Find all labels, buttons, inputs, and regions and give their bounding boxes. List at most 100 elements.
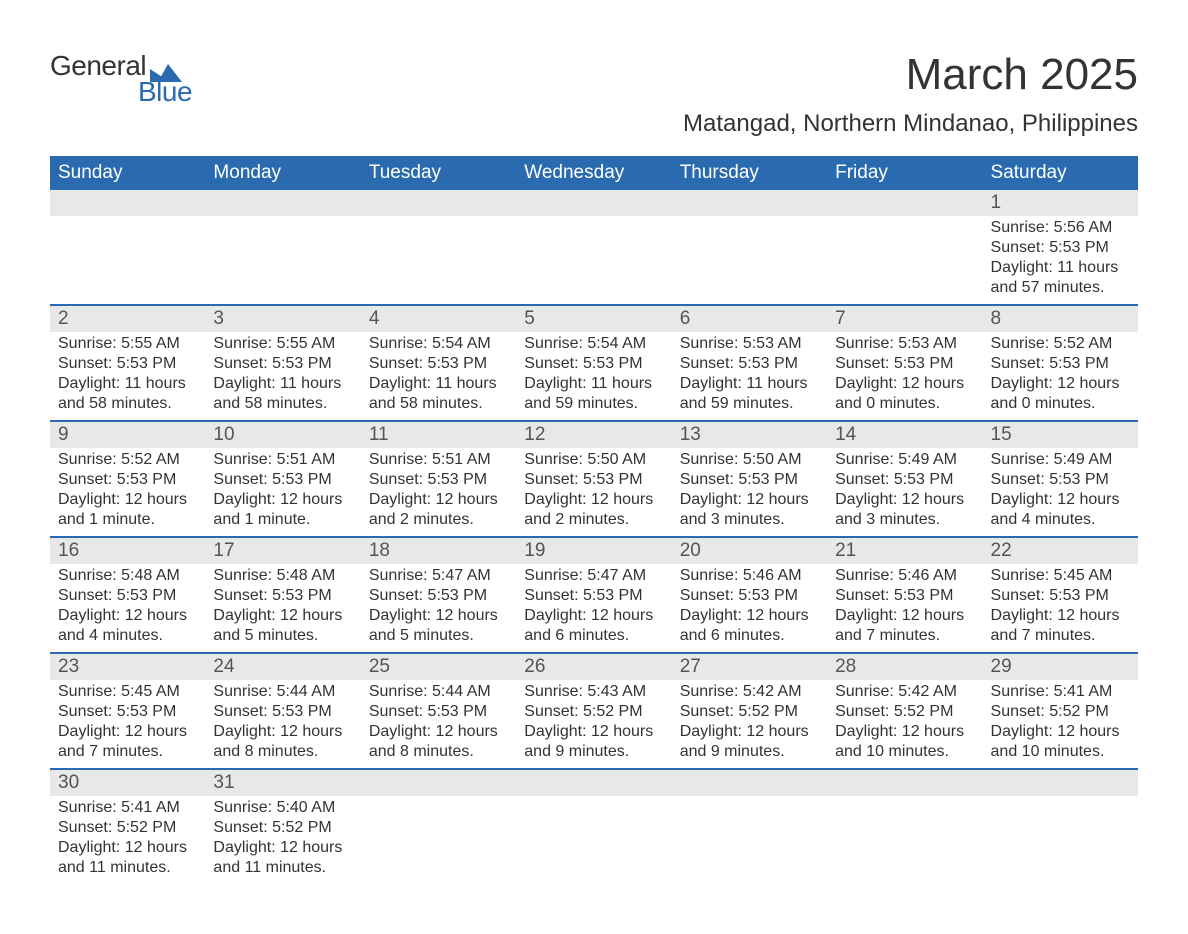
daylight-line: Daylight: 12 hours and 4 minutes. <box>58 606 197 646</box>
sunrise-line: Sunrise: 5:51 AM <box>369 450 508 470</box>
day-details: Sunrise: 5:40 AMSunset: 5:52 PMDaylight:… <box>205 796 360 884</box>
daylight-line: Daylight: 12 hours and 3 minutes. <box>835 490 974 530</box>
sunrise-line: Sunrise: 5:41 AM <box>58 798 197 818</box>
sunset-line: Sunset: 5:53 PM <box>213 586 352 606</box>
daylight-line: Daylight: 12 hours and 11 minutes. <box>213 838 352 878</box>
sunset-line: Sunset: 5:53 PM <box>369 470 508 490</box>
empty-day-body <box>516 216 671 294</box>
calendar-day-cell: 17Sunrise: 5:48 AMSunset: 5:53 PMDayligh… <box>205 537 360 653</box>
empty-day-body <box>827 216 982 294</box>
day-number: 21 <box>827 538 982 564</box>
weekday-header: Tuesday <box>361 156 516 190</box>
calendar-row: 30Sunrise: 5:41 AMSunset: 5:52 PMDayligh… <box>50 769 1138 884</box>
daylight-line: Daylight: 11 hours and 59 minutes. <box>680 374 819 414</box>
sunrise-line: Sunrise: 5:45 AM <box>991 566 1130 586</box>
calendar-day-cell: 7Sunrise: 5:53 AMSunset: 5:53 PMDaylight… <box>827 305 982 421</box>
day-number: 17 <box>205 538 360 564</box>
sunset-line: Sunset: 5:53 PM <box>213 702 352 722</box>
weekday-header: Sunday <box>50 156 205 190</box>
sunrise-line: Sunrise: 5:42 AM <box>835 682 974 702</box>
calendar-day-cell: 3Sunrise: 5:55 AMSunset: 5:53 PMDaylight… <box>205 305 360 421</box>
day-details: Sunrise: 5:41 AMSunset: 5:52 PMDaylight:… <box>50 796 205 884</box>
weekday-header: Wednesday <box>516 156 671 190</box>
day-details: Sunrise: 5:43 AMSunset: 5:52 PMDaylight:… <box>516 680 671 768</box>
daylight-line: Daylight: 12 hours and 5 minutes. <box>213 606 352 646</box>
day-details: Sunrise: 5:51 AMSunset: 5:53 PMDaylight:… <box>361 448 516 536</box>
sunset-line: Sunset: 5:53 PM <box>524 354 663 374</box>
logo-text-bottom: Blue <box>138 76 192 108</box>
calendar-row: 23Sunrise: 5:45 AMSunset: 5:53 PMDayligh… <box>50 653 1138 769</box>
empty-day-number <box>205 190 360 216</box>
sunrise-line: Sunrise: 5:56 AM <box>991 218 1130 238</box>
calendar-day-cell: 28Sunrise: 5:42 AMSunset: 5:52 PMDayligh… <box>827 653 982 769</box>
empty-day-body <box>50 216 205 294</box>
day-number: 16 <box>50 538 205 564</box>
day-details: Sunrise: 5:41 AMSunset: 5:52 PMDaylight:… <box>983 680 1138 768</box>
empty-day-number <box>516 770 671 796</box>
sunset-line: Sunset: 5:52 PM <box>213 818 352 838</box>
sunrise-line: Sunrise: 5:48 AM <box>213 566 352 586</box>
calendar-day-cell: 22Sunrise: 5:45 AMSunset: 5:53 PMDayligh… <box>983 537 1138 653</box>
sunset-line: Sunset: 5:52 PM <box>991 702 1130 722</box>
logo-icon <box>150 57 182 75</box>
day-number: 8 <box>983 306 1138 332</box>
sunset-line: Sunset: 5:53 PM <box>58 354 197 374</box>
calendar-row: 9Sunrise: 5:52 AMSunset: 5:53 PMDaylight… <box>50 421 1138 537</box>
daylight-line: Daylight: 12 hours and 3 minutes. <box>680 490 819 530</box>
weekday-header: Friday <box>827 156 982 190</box>
calendar-row: 2Sunrise: 5:55 AMSunset: 5:53 PMDaylight… <box>50 305 1138 421</box>
sunset-line: Sunset: 5:53 PM <box>991 470 1130 490</box>
day-details: Sunrise: 5:53 AMSunset: 5:53 PMDaylight:… <box>827 332 982 420</box>
calendar-body: 1Sunrise: 5:56 AMSunset: 5:53 PMDaylight… <box>50 190 1138 884</box>
day-details: Sunrise: 5:52 AMSunset: 5:53 PMDaylight:… <box>983 332 1138 420</box>
daylight-line: Daylight: 11 hours and 59 minutes. <box>524 374 663 414</box>
day-details: Sunrise: 5:50 AMSunset: 5:53 PMDaylight:… <box>516 448 671 536</box>
day-number: 9 <box>50 422 205 448</box>
weekday-header: Monday <box>205 156 360 190</box>
calendar-day-cell: 27Sunrise: 5:42 AMSunset: 5:52 PMDayligh… <box>672 653 827 769</box>
sunrise-line: Sunrise: 5:40 AM <box>213 798 352 818</box>
location-subtitle: Matangad, Northern Mindanao, Philippines <box>683 110 1138 138</box>
calendar-day-cell: 14Sunrise: 5:49 AMSunset: 5:53 PMDayligh… <box>827 421 982 537</box>
daylight-line: Daylight: 11 hours and 58 minutes. <box>213 374 352 414</box>
daylight-line: Daylight: 12 hours and 10 minutes. <box>991 722 1130 762</box>
day-details: Sunrise: 5:55 AMSunset: 5:53 PMDaylight:… <box>205 332 360 420</box>
sunset-line: Sunset: 5:52 PM <box>58 818 197 838</box>
day-number: 30 <box>50 770 205 796</box>
daylight-line: Daylight: 12 hours and 11 minutes. <box>58 838 197 878</box>
page-title: March 2025 <box>683 50 1138 100</box>
empty-day-body <box>361 216 516 294</box>
day-number: 26 <box>516 654 671 680</box>
day-number: 25 <box>361 654 516 680</box>
sunset-line: Sunset: 5:53 PM <box>835 354 974 374</box>
daylight-line: Daylight: 12 hours and 1 minute. <box>58 490 197 530</box>
sunrise-line: Sunrise: 5:46 AM <box>835 566 974 586</box>
day-number: 24 <box>205 654 360 680</box>
sunset-line: Sunset: 5:53 PM <box>213 470 352 490</box>
sunset-line: Sunset: 5:53 PM <box>58 702 197 722</box>
calendar-day-cell: 16Sunrise: 5:48 AMSunset: 5:53 PMDayligh… <box>50 537 205 653</box>
sunset-line: Sunset: 5:53 PM <box>680 354 819 374</box>
day-number: 12 <box>516 422 671 448</box>
calendar-table: SundayMondayTuesdayWednesdayThursdayFrid… <box>50 156 1138 884</box>
calendar-empty-cell <box>361 190 516 305</box>
calendar-day-cell: 25Sunrise: 5:44 AMSunset: 5:53 PMDayligh… <box>361 653 516 769</box>
sunrise-line: Sunrise: 5:54 AM <box>369 334 508 354</box>
calendar-empty-cell <box>516 769 671 884</box>
day-number: 20 <box>672 538 827 564</box>
calendar-day-cell: 10Sunrise: 5:51 AMSunset: 5:53 PMDayligh… <box>205 421 360 537</box>
daylight-line: Daylight: 12 hours and 6 minutes. <box>524 606 663 646</box>
daylight-line: Daylight: 12 hours and 1 minute. <box>213 490 352 530</box>
calendar-day-cell: 26Sunrise: 5:43 AMSunset: 5:52 PMDayligh… <box>516 653 671 769</box>
day-details: Sunrise: 5:54 AMSunset: 5:53 PMDaylight:… <box>516 332 671 420</box>
day-details: Sunrise: 5:53 AMSunset: 5:53 PMDaylight:… <box>672 332 827 420</box>
sunset-line: Sunset: 5:53 PM <box>991 354 1130 374</box>
day-details: Sunrise: 5:46 AMSunset: 5:53 PMDaylight:… <box>672 564 827 652</box>
daylight-line: Daylight: 12 hours and 2 minutes. <box>369 490 508 530</box>
sunrise-line: Sunrise: 5:52 AM <box>991 334 1130 354</box>
empty-day-number <box>50 190 205 216</box>
calendar-day-cell: 20Sunrise: 5:46 AMSunset: 5:53 PMDayligh… <box>672 537 827 653</box>
day-details: Sunrise: 5:51 AMSunset: 5:53 PMDaylight:… <box>205 448 360 536</box>
day-details: Sunrise: 5:48 AMSunset: 5:53 PMDaylight:… <box>205 564 360 652</box>
empty-day-number <box>516 190 671 216</box>
